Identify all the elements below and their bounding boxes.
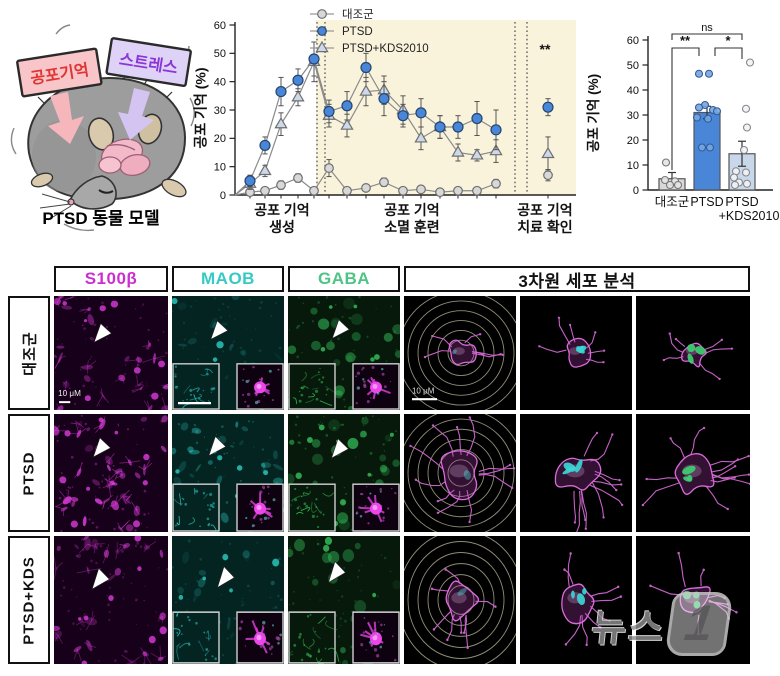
- svg-text:60: 60: [214, 20, 226, 32]
- svg-text:*: *: [725, 33, 731, 48]
- mouse-brain: [98, 138, 151, 177]
- stress-sign: 스트레스: [105, 37, 192, 87]
- img-3d-maob-control: [520, 296, 632, 410]
- mouse-foot-right: [161, 178, 187, 198]
- fear-memory-sign: 공포기억: [16, 47, 103, 98]
- mouse-caption: PTSD 동물 모델: [42, 208, 159, 228]
- microscopy-grid: S100β MAOB GABA 3차원 세포 분석 대조군 PTSD PTSD+…: [8, 266, 750, 664]
- svg-text:50: 50: [627, 60, 639, 72]
- mouse-whiskers: [39, 193, 72, 221]
- img-maob-control: [172, 296, 284, 410]
- svg-text:생성: 생성: [269, 219, 295, 235]
- svg-text:대조군: 대조군: [655, 195, 690, 209]
- stress-arrow: [118, 88, 154, 140]
- svg-text:공포 기억 (%): 공포 기억 (%): [193, 67, 209, 148]
- img-3d-sholl-ptsd: [404, 414, 516, 532]
- img-3d-gaba-ptsd: [636, 414, 750, 532]
- svg-text:20: 20: [214, 133, 226, 145]
- row-label-control: 대조군: [8, 296, 50, 410]
- svg-text:50: 50: [214, 48, 226, 60]
- svg-text:60: 60: [627, 35, 639, 47]
- fear-arrow: [48, 92, 84, 144]
- svg-text:대조군: 대조군: [342, 8, 374, 21]
- svg-text:PTSD: PTSD: [725, 195, 758, 209]
- svg-text:0: 0: [633, 185, 639, 197]
- img-gaba-control: [288, 296, 400, 410]
- svg-text:소멸 훈련: 소멸 훈련: [384, 219, 439, 235]
- svg-text:치료 확인: 치료 확인: [517, 219, 572, 235]
- img-gaba-ptsd-kds: [288, 536, 400, 664]
- svg-text:+KDS2010: +KDS2010: [719, 209, 780, 223]
- img-3d-sholl-control: 10 μM: [404, 296, 516, 410]
- svg-text:ns: ns: [701, 22, 713, 34]
- svg-text:40: 40: [627, 85, 639, 97]
- img-maob-ptsd: [172, 414, 284, 532]
- svg-text:**: **: [540, 41, 551, 57]
- watermark-numeral: 1: [664, 592, 734, 656]
- row-label-ptsd: PTSD: [8, 414, 50, 532]
- svg-text:공포 기억: 공포 기억: [254, 202, 309, 218]
- svg-text:PTSD: PTSD: [342, 26, 373, 38]
- svg-text:**: **: [680, 33, 691, 48]
- svg-text:공포 기억 (%): 공포 기억 (%): [586, 74, 601, 152]
- mouse-eye: [98, 189, 114, 194]
- mouse-nose: [67, 198, 75, 206]
- row-label-ptsd-kds: PTSD+KDS: [8, 536, 50, 664]
- ptsd-mouse-illustration: 공포기억 스트레스 PTSD 동물 모델: [10, 24, 195, 232]
- svg-text:10: 10: [214, 161, 226, 173]
- header-3d-analysis: 3차원 세포 분석: [404, 266, 750, 292]
- svg-text:10: 10: [627, 160, 639, 172]
- img-3d-gaba-control: [636, 296, 750, 410]
- header-maob: MAOB: [172, 266, 284, 292]
- svg-text:40: 40: [214, 76, 226, 88]
- watermark-text: 뉴스: [589, 607, 668, 650]
- svg-text:공포 기억: 공포 기억: [517, 202, 572, 218]
- img-s100b-ptsd-kds: [54, 536, 168, 664]
- svg-text:0: 0: [220, 190, 226, 202]
- svg-text:공포 기억: 공포 기억: [384, 202, 439, 218]
- mouse-muzzle: [69, 175, 117, 210]
- svg-text:30: 30: [627, 110, 639, 122]
- img-s100b-control: 10 μM: [54, 296, 168, 410]
- svg-text:PTSD+KDS2010: PTSD+KDS2010: [342, 43, 429, 55]
- img-3d-maob-ptsd-kds: [520, 536, 632, 664]
- svg-text:10 μM: 10 μM: [58, 389, 81, 398]
- img-3d-maob-ptsd: [520, 414, 632, 532]
- news1-watermark: 뉴스 1: [589, 592, 734, 656]
- svg-text:20: 20: [627, 135, 639, 147]
- img-3d-gaba-ptsd-kds: [636, 536, 750, 664]
- header-s100b: S100β: [54, 266, 168, 292]
- mouse-paw-left: [30, 172, 54, 188]
- img-gaba-ptsd: [288, 414, 400, 532]
- svg-text:10 μM: 10 μM: [412, 386, 434, 395]
- svg-text:30: 30: [214, 105, 226, 117]
- svg-text:PTSD: PTSD: [690, 195, 723, 209]
- header-gaba: GABA: [288, 266, 400, 292]
- img-3d-sholl-ptsd-kds: [404, 536, 516, 664]
- img-s100b-ptsd: [54, 414, 168, 532]
- img-maob-ptsd-kds: [172, 536, 284, 664]
